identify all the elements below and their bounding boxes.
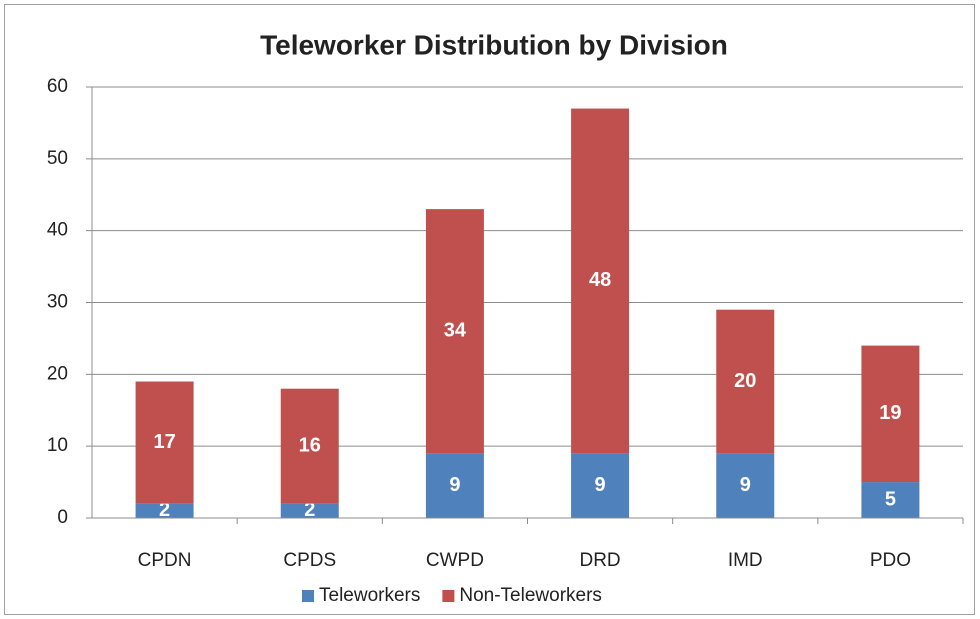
y-tick-label: 30 <box>47 292 68 313</box>
bar-segment <box>861 482 920 518</box>
data-label: 20 <box>734 370 756 392</box>
y-tick-label: 0 <box>57 507 68 528</box>
data-label: 17 <box>153 431 175 453</box>
legend-label: Non-Teleworkers <box>459 585 602 606</box>
x-tick-label: CPDN <box>138 550 192 571</box>
legend-label: Teleworkers <box>319 585 420 606</box>
y-tick-label: 20 <box>47 363 68 384</box>
bar-segment <box>716 309 775 454</box>
data-label: 5 <box>885 488 896 510</box>
bar-segment <box>571 108 630 454</box>
legend-swatch <box>302 590 314 602</box>
bar-segment <box>280 388 339 504</box>
x-tick-label: CWPD <box>426 550 484 571</box>
bar-segment <box>135 381 194 504</box>
data-label: 2 <box>304 499 315 521</box>
data-label: 9 <box>740 474 751 496</box>
data-label: 9 <box>449 474 460 496</box>
x-tick-label: IMD <box>728 550 763 571</box>
y-tick-label: 10 <box>47 435 68 456</box>
data-label: 48 <box>589 269 611 291</box>
y-tick-label: 60 <box>47 76 68 97</box>
bar-segment <box>425 453 484 518</box>
x-tick-label: CPDS <box>283 550 336 571</box>
data-label: 2 <box>159 499 170 521</box>
y-tick-label: 40 <box>47 220 68 241</box>
y-tick-label: 50 <box>47 148 68 169</box>
legend-swatch <box>442 590 455 602</box>
data-label: 9 <box>595 474 606 496</box>
data-label: 19 <box>879 402 901 424</box>
x-tick-label: PDO <box>870 550 911 571</box>
bar-segment <box>571 453 630 518</box>
x-tick-label: DRD <box>579 550 620 571</box>
bar-segment <box>135 503 194 518</box>
bar-segment <box>280 503 339 518</box>
chart-frame <box>4 4 975 615</box>
bar-segment <box>716 453 775 518</box>
bar-segment <box>425 209 484 454</box>
bar-segment <box>861 345 920 483</box>
data-label: 34 <box>444 320 467 342</box>
data-label: 16 <box>299 434 321 456</box>
chart-title: Teleworker Distribution by Division <box>260 29 728 60</box>
